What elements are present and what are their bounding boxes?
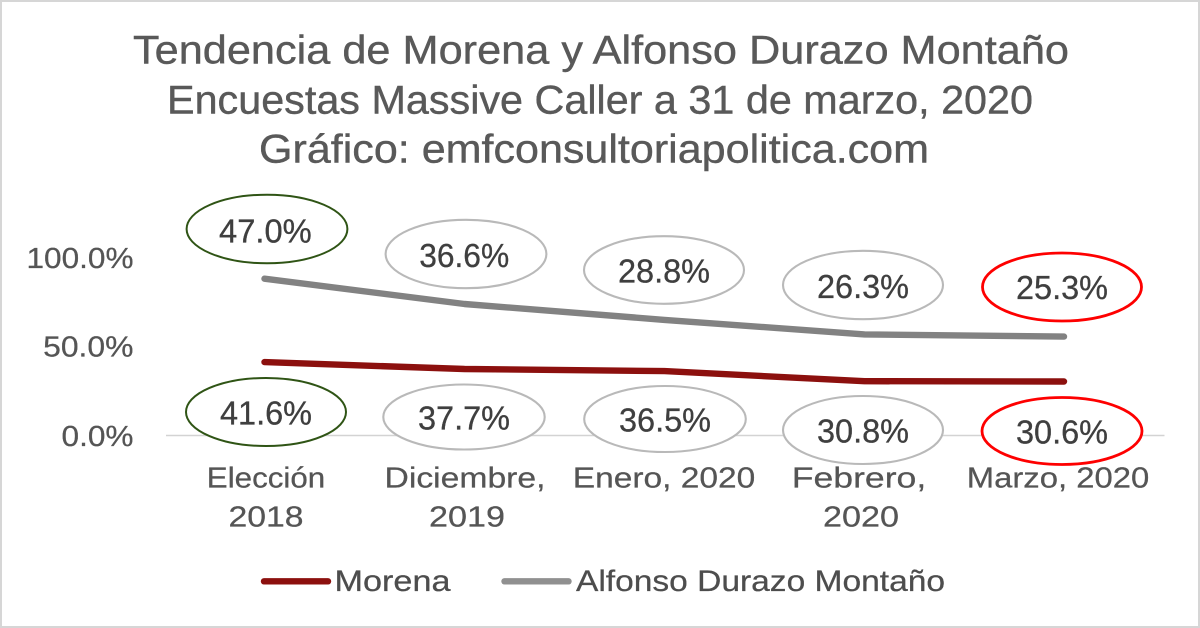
svg-text:100.0%: 100.0% bbox=[27, 243, 134, 275]
svg-text:Diciembre,: Diciembre, bbox=[385, 463, 546, 495]
svg-text:Morena: Morena bbox=[335, 565, 452, 598]
svg-text:2019: 2019 bbox=[429, 502, 505, 534]
svg-text:36.5%: 36.5% bbox=[619, 402, 711, 439]
svg-text:Marzo, 2020: Marzo, 2020 bbox=[967, 463, 1150, 495]
svg-text:Gráfico: emfconsultoriapolitic: Gráfico: emfconsultoriapolitica.com bbox=[259, 128, 929, 172]
svg-text:Encuestas Massive Caller a 31: Encuestas Massive Caller a 31 de marzo, … bbox=[167, 78, 1033, 122]
svg-text:41.6%: 41.6% bbox=[220, 395, 312, 432]
svg-text:47.0%: 47.0% bbox=[219, 213, 312, 250]
svg-text:30.8%: 30.8% bbox=[817, 413, 909, 450]
svg-text:Alfonso Durazo Montaño: Alfonso Durazo Montaño bbox=[576, 565, 945, 598]
svg-text:2020: 2020 bbox=[823, 502, 899, 534]
svg-text:26.3%: 26.3% bbox=[817, 268, 909, 305]
svg-text:36.6%: 36.6% bbox=[419, 237, 509, 274]
svg-text:Elección: Elección bbox=[207, 463, 325, 495]
svg-text:30.6%: 30.6% bbox=[1016, 414, 1108, 451]
svg-text:Enero, 2020: Enero, 2020 bbox=[573, 463, 756, 495]
svg-text:25.3%: 25.3% bbox=[1016, 269, 1108, 306]
svg-text:2018: 2018 bbox=[229, 502, 304, 534]
svg-text:28.8%: 28.8% bbox=[618, 253, 710, 290]
svg-text:50.0%: 50.0% bbox=[43, 332, 133, 364]
svg-text:Febrero,: Febrero, bbox=[792, 463, 927, 495]
svg-text:0.0%: 0.0% bbox=[62, 421, 134, 453]
svg-text:Tendencia de Morena y Alfonso: Tendencia de Morena y Alfonso Durazo Mon… bbox=[133, 29, 1069, 73]
svg-text:37.7%: 37.7% bbox=[418, 400, 510, 437]
